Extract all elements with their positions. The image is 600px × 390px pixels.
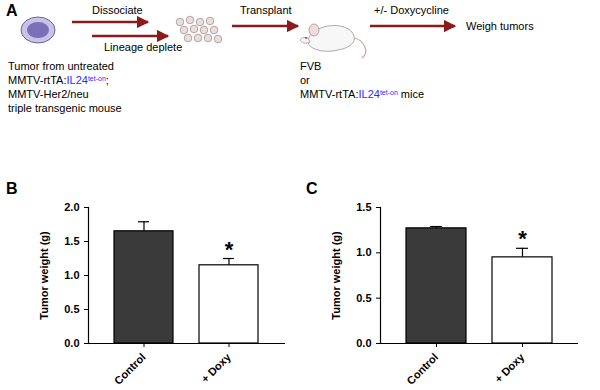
svg-text:Lineage deplete: Lineage deplete [104,41,182,53]
svg-text:+/- Doxycycline: +/- Doxycycline [374,4,449,16]
svg-text:1.0: 1.0 [64,269,79,281]
svg-text:0.5: 0.5 [356,292,371,304]
svg-text:Tumor weight (g): Tumor weight (g) [38,231,50,320]
svg-text:0.5: 0.5 [64,303,79,315]
svg-text:Transplant: Transplant [240,4,292,16]
svg-text:1.0: 1.0 [356,246,371,258]
svg-text:Control: Control [404,351,440,387]
svg-text:*: * [518,226,527,251]
svg-text:0.0: 0.0 [356,337,371,349]
svg-text:Control: Control [112,351,148,387]
svg-text:or: or [300,74,310,86]
html-text:C: C [306,180,318,197]
svg-text:Tumor from untreated: Tumor from untreated [8,60,114,72]
svg-text:FVB: FVB [300,60,321,72]
svg-text:+ Doxy: + Doxy [199,350,234,385]
svg-text:2.0: 2.0 [64,201,79,213]
svg-text:triple transgenic mouse: triple transgenic mouse [8,102,122,114]
html-text:B: B [6,180,18,197]
svg-text:Weigh tumors: Weigh tumors [466,20,534,32]
svg-text:+ Doxy: + Doxy [492,350,527,385]
svg-text:*: * [225,237,234,262]
svg-text:1.5: 1.5 [64,235,79,247]
svg-text:MMTV-rtTA:IL24tet-on mice: MMTV-rtTA:IL24tet-on mice [300,88,424,100]
svg-text:Dissociate: Dissociate [92,4,143,16]
svg-text:MMTV-rtTA:IL24tet-on;: MMTV-rtTA:IL24tet-on; [8,74,109,86]
svg-text:Tumor weight (g): Tumor weight (g) [330,231,342,320]
svg-text:MMTV-Her2/neu: MMTV-Her2/neu [8,88,89,100]
svg-text:0.0: 0.0 [64,337,79,349]
svg-text:1.5: 1.5 [356,201,371,213]
html-text:A: A [6,2,18,19]
